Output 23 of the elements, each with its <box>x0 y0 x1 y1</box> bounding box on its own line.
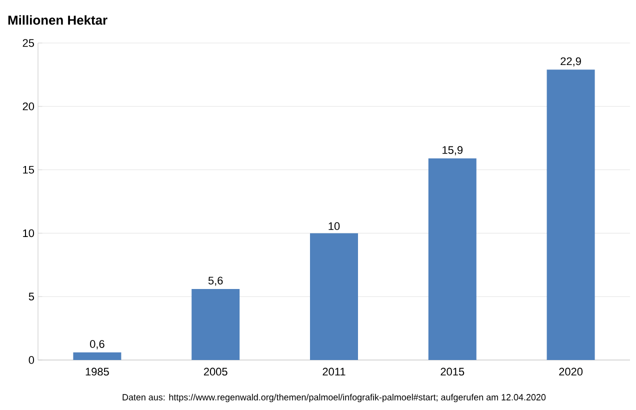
bar <box>310 233 358 360</box>
y-tick-label: 25 <box>22 39 34 47</box>
x-tick-label: 2005 <box>204 368 228 376</box>
bar <box>73 352 122 360</box>
y-tick-label: 5 <box>28 292 34 300</box>
y-tick-label: 15 <box>23 166 34 174</box>
data-label: 5,6 <box>208 276 223 286</box>
bar <box>546 70 595 360</box>
data-label: 22,9 <box>560 57 581 66</box>
x-tick-label: 1985 <box>86 368 109 376</box>
data-label: 10 <box>328 222 340 230</box>
data-label: 0,6 <box>90 340 104 350</box>
text: Daten aus: https://www.regenwald.org/themen/palmoel/infografik-palmoel#start; aufgerufen am 12.04.2020 <box>122 394 546 402</box>
bar <box>192 288 240 360</box>
y-tick-label: 10 <box>23 229 34 238</box>
y-axis-title: Millionen Hektar <box>8 15 108 25</box>
x-tick-label: 2011 <box>322 368 346 376</box>
bar <box>428 158 476 360</box>
data-label: 15,9 <box>442 146 463 156</box>
x-tick-label: 2020 <box>559 368 583 376</box>
y-tick-label: 20 <box>22 102 34 110</box>
y-tick-label: 0 <box>28 356 34 364</box>
x-tick-label: 2015 <box>440 368 464 376</box>
